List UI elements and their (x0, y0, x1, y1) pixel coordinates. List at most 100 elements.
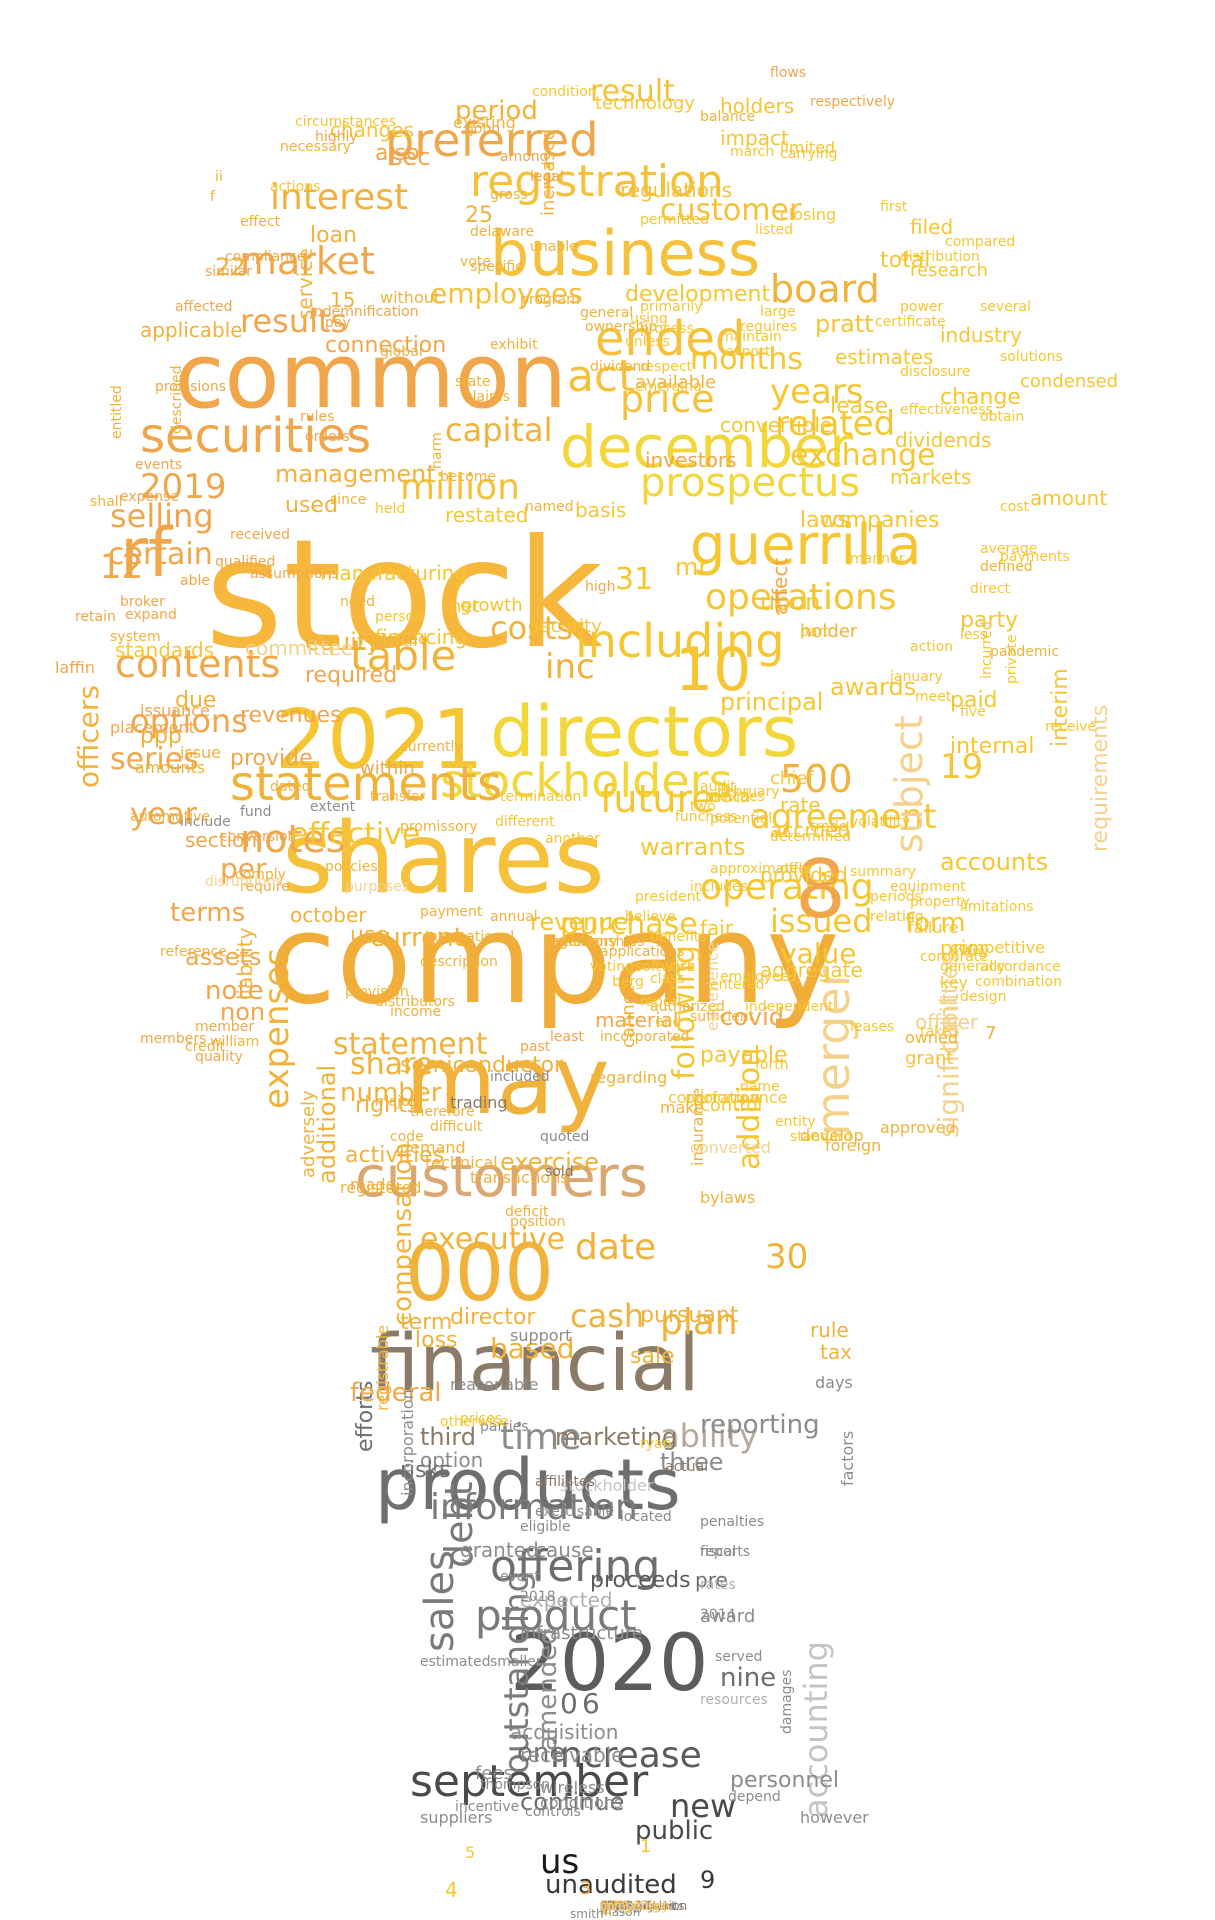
word-smith: smith (570, 1907, 604, 1920)
word-risks: risks (400, 1458, 451, 1483)
word-2018: 2018 (520, 1589, 556, 1605)
word-granted: granted (460, 1538, 539, 1562)
word-international: international (425, 929, 515, 945)
word-technology: technology (595, 93, 695, 114)
word-many: many (950, 944, 990, 960)
word-corporation: corporation (668, 1088, 761, 1107)
word-october: october (290, 903, 367, 927)
word-22: 22 (215, 253, 246, 281)
word-incorporated: incorporated (600, 1029, 690, 1045)
word-services: services (600, 1899, 650, 1913)
word-rate: rate (780, 793, 821, 817)
word-preferred: preferred (385, 113, 599, 167)
word-pratt: pratt (815, 310, 874, 338)
word-condition: condition (532, 84, 597, 100)
word-companies: companies (820, 508, 940, 533)
word-mr: mr (675, 553, 709, 581)
word-stock: stock (205, 508, 604, 682)
word-officers: officers (72, 685, 105, 788)
word-transfer: transfer (370, 789, 426, 805)
word-limited: limited (780, 138, 836, 157)
word-incorporation: incorporation (398, 1389, 417, 1496)
word-made: made (350, 1175, 396, 1194)
word-payments: payments (1000, 549, 1070, 565)
word-laffin: laffin (55, 658, 95, 677)
word-demand: demand (400, 1138, 466, 1157)
word-pay: pay (325, 315, 351, 331)
word-condensed: condensed (1020, 371, 1119, 392)
word-rf: rf (120, 514, 172, 593)
word-common: common (175, 324, 567, 429)
word-financing: financing (375, 625, 468, 649)
word-distribution: distribution (900, 249, 980, 265)
word-wireless: wireless (540, 1778, 605, 1797)
word-thompson: thompson (480, 1777, 551, 1793)
word-recognized: recognized (600, 1899, 666, 1913)
word-effectiveness: effectiveness (900, 402, 993, 418)
word-september: september (410, 1756, 649, 1807)
word-exercise: exercise (500, 1148, 600, 1176)
word-employment: employment (600, 1899, 676, 1913)
word-regulations: regulations (620, 178, 733, 202)
word-infrastructure: infrastructure (520, 1623, 643, 1644)
word-conversion: conversion (220, 829, 297, 845)
word-served: served (715, 1649, 763, 1665)
word-supply: supply (600, 1899, 640, 1913)
word-amount: amount (1030, 486, 1108, 510)
word-information: information (430, 1487, 638, 1528)
word-material: material (595, 1008, 679, 1032)
word-proceeds: proceeds (590, 1568, 691, 1593)
word-term: term (400, 1310, 453, 1335)
word-landlord: landlord (600, 1899, 649, 1913)
word-unable: unable (530, 239, 578, 255)
word-3: 3 (580, 1878, 592, 1899)
word-available: available (635, 372, 717, 393)
word-necessary: necessary (280, 139, 352, 155)
word-deficit: deficit (505, 1204, 549, 1220)
word-f: f (210, 189, 215, 205)
word-holder: holder (800, 621, 858, 642)
word-successful: successful (600, 1899, 663, 1913)
word-estimates: estimates (835, 345, 934, 369)
word-30: 30 (765, 1237, 809, 1277)
word-board: board (770, 267, 880, 311)
word-days: days (815, 1373, 853, 1392)
word-cash: cash (570, 1297, 645, 1335)
word-competitors: competitors (600, 1899, 672, 1913)
word-protection: protection (600, 1899, 662, 1913)
word-registration: registration (470, 156, 724, 207)
word-investment: investment (600, 1899, 668, 1913)
word-suppliers: suppliers (420, 1808, 493, 1827)
word-code: code (390, 1129, 424, 1145)
word-5: 5 (465, 1843, 476, 1862)
word-become: become (440, 469, 497, 485)
word-design: design (960, 989, 1007, 1005)
word-controls: controls (525, 1804, 581, 1820)
word-contents: contents (115, 642, 281, 686)
word-plan: plan (660, 1302, 738, 1343)
word-form: form (905, 908, 966, 938)
word-defined: defined (980, 559, 1033, 575)
word-average: average (980, 541, 1038, 557)
word-effect: effect (240, 214, 281, 230)
word-cont: cont (600, 1899, 627, 1913)
word-company: company (268, 888, 840, 1032)
word-18: 18 (600, 1899, 616, 1913)
word-aggregate: aggregate (760, 958, 863, 982)
word-qualified: qualified (215, 554, 276, 570)
word-compensation: compensation (388, 1142, 418, 1326)
word-holders: holders (720, 94, 795, 118)
word-market: market (240, 239, 375, 283)
word-table: table (350, 631, 457, 680)
word-subject: subject (887, 715, 931, 853)
word-greensboro: greensboro (600, 1899, 668, 1913)
word-closing: closing (780, 205, 837, 224)
word-failure: failure (908, 918, 959, 937)
word-investors: investors (645, 448, 737, 472)
word-private: private (1004, 634, 1020, 685)
word-price: price (620, 377, 715, 421)
word-new: new (670, 1787, 737, 1825)
word-actions: actions (270, 179, 321, 195)
word-chief: chief (770, 768, 814, 789)
word-obtain: obtain (980, 409, 1025, 425)
